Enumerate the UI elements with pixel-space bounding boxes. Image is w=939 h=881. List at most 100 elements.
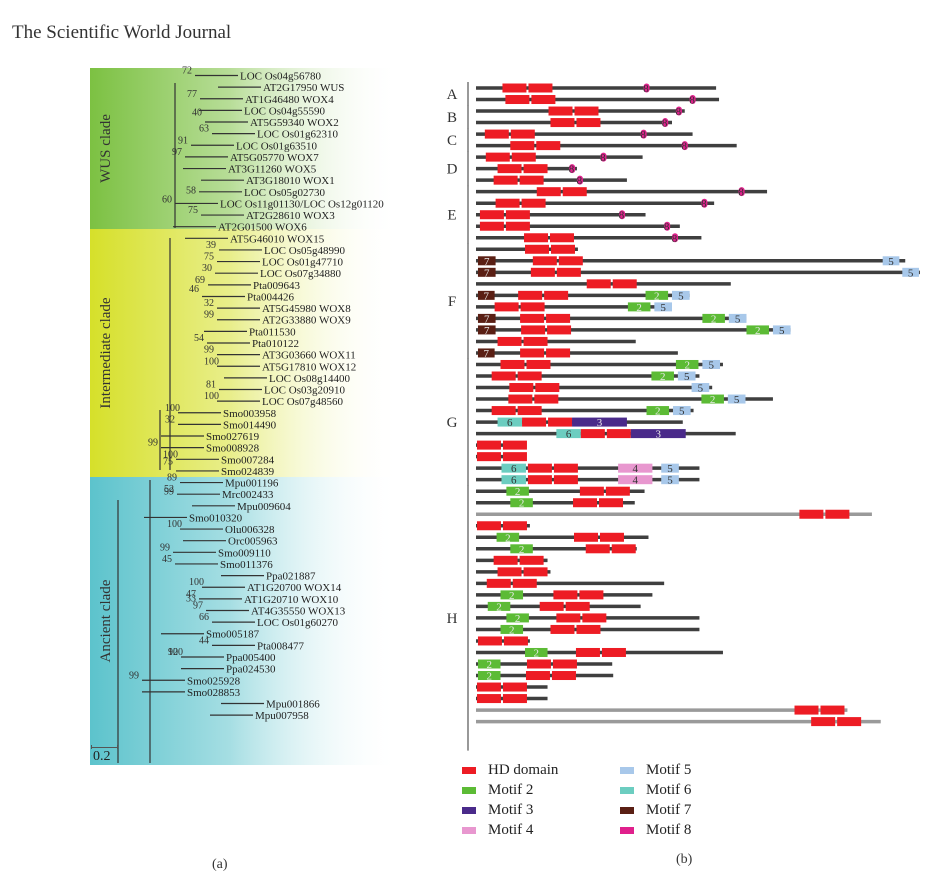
motif-8-block — [576, 175, 583, 185]
motif-2-label: 2 — [655, 406, 661, 418]
hd-domain-block — [494, 302, 519, 312]
clade-band — [90, 477, 400, 765]
protein-row — [476, 509, 872, 519]
hd-domain-block — [486, 578, 511, 588]
motif-7-block — [477, 267, 496, 277]
motif-8-label: 8 — [577, 175, 583, 187]
legend-swatch — [462, 767, 476, 774]
motif-2-label: 2 — [486, 671, 492, 683]
phylogenetic-tree: WUS clade Intermediate clade Ancient clade… — [90, 66, 400, 765]
leaf-label: Mrc002433 — [222, 489, 274, 501]
hd-domain-block — [484, 129, 509, 139]
hd-domain-block — [520, 302, 545, 312]
motif-3-label: 3 — [656, 429, 662, 441]
leaf-label: AT5G46010 WOX15 — [230, 233, 325, 245]
protein-row: 2 — [476, 532, 649, 544]
protein-row — [476, 244, 578, 254]
motif-2-label: 2 — [496, 601, 502, 613]
motif-2-label: 2 — [505, 532, 511, 544]
leaf-label: Pta009643 — [253, 280, 301, 292]
legend-swatch — [462, 807, 476, 814]
protein-row — [476, 694, 548, 704]
panel-b-label: (b) — [676, 852, 693, 867]
protein-row: 2 — [476, 671, 614, 683]
hd-domain-block — [479, 210, 504, 220]
hd-domain-block — [491, 406, 516, 416]
legend-swatch — [620, 767, 634, 774]
motif-8-label: 8 — [640, 129, 646, 141]
bootstrap-value: 89 — [167, 473, 177, 484]
bootstrap-value: 75 — [188, 205, 198, 216]
protein-row: 2 — [476, 544, 637, 556]
protein-row — [476, 578, 665, 588]
motif-8-block — [675, 106, 682, 116]
hd-domain-block — [562, 187, 587, 197]
motif-2-block — [506, 486, 529, 496]
hd-domain-block — [794, 705, 819, 715]
leaf-label: LOC Os07g34880 — [260, 268, 341, 280]
leaf-label: Smo024839 — [221, 466, 275, 478]
motif-5-label: 5 — [667, 463, 673, 475]
motif-6-label: 6 — [566, 429, 572, 441]
hd-domain-block — [522, 417, 547, 427]
hd-domain-block — [518, 290, 543, 300]
hd-domain-block — [539, 601, 564, 611]
motif-5-block — [672, 290, 690, 300]
hd-domain-block — [509, 383, 534, 393]
motif-2-block — [627, 302, 651, 312]
hd-domain-block — [479, 221, 504, 231]
leaf-label: LOC Os01g63510 — [236, 140, 317, 152]
protein-row — [476, 682, 548, 692]
bootstrap-value: 30 — [202, 263, 212, 274]
motif-8-block — [664, 221, 671, 231]
bootstrap-value: 100 — [168, 647, 183, 658]
leaf-label: LOC Os04g56780 — [240, 71, 321, 83]
protein-row: 8 — [476, 187, 768, 199]
motif-5-label: 5 — [734, 394, 740, 406]
hd-domain-block — [528, 83, 553, 93]
leaf-label: Smo009110 — [218, 547, 271, 559]
bootstrap-value: 44 — [199, 635, 209, 646]
protein-row — [476, 336, 636, 346]
hd-domain-block — [517, 406, 542, 416]
motif-5-block — [772, 325, 791, 335]
protein-row: 2 — [476, 624, 700, 636]
motif-8-label: 8 — [682, 141, 688, 153]
protein-row: 8 — [476, 106, 685, 118]
hd-domain-block — [573, 498, 598, 508]
hd-domain-block — [579, 486, 604, 496]
motif-2-block — [477, 671, 501, 681]
hd-domain-block — [491, 371, 516, 381]
leaf-label: LOC Os04g55590 — [244, 105, 325, 117]
leaf-label: LOC Os05g48990 — [264, 245, 345, 257]
legend-item-motif8: Motif 8 — [620, 822, 691, 839]
motif-8-label: 8 — [664, 221, 670, 233]
leaf-label: Mpu001196 — [225, 478, 279, 490]
hd-domain-block — [525, 244, 549, 254]
protein-row: 8 — [476, 95, 720, 107]
hd-domain-block — [495, 198, 520, 208]
protein-row: 8 — [476, 164, 577, 176]
motif-5-block — [654, 302, 672, 312]
motif-8-block — [681, 141, 688, 151]
leaf-label: LOC Os11g01130/LOC Os12g01120 — [220, 198, 384, 210]
motif-2-block — [646, 406, 670, 416]
motif-5-label: 5 — [678, 290, 684, 302]
legend-item-motif2: Motif 2 — [462, 782, 533, 799]
protein-row — [476, 521, 530, 531]
bootstrap-value: 63 — [199, 124, 209, 135]
protein-row: 8 — [476, 210, 646, 222]
bootstrap-value: 58 — [186, 185, 196, 196]
leaf-label: Ppa005400 — [226, 652, 276, 664]
leaf-label: LOC Os08g14400 — [269, 373, 350, 385]
bootstrap-value: 97 — [172, 147, 182, 158]
motif-2-block — [701, 394, 724, 404]
group-label: F — [448, 294, 456, 310]
hd-domain-block — [546, 348, 571, 358]
motif-2-block — [500, 624, 524, 634]
motif-5-label: 5 — [698, 383, 704, 395]
